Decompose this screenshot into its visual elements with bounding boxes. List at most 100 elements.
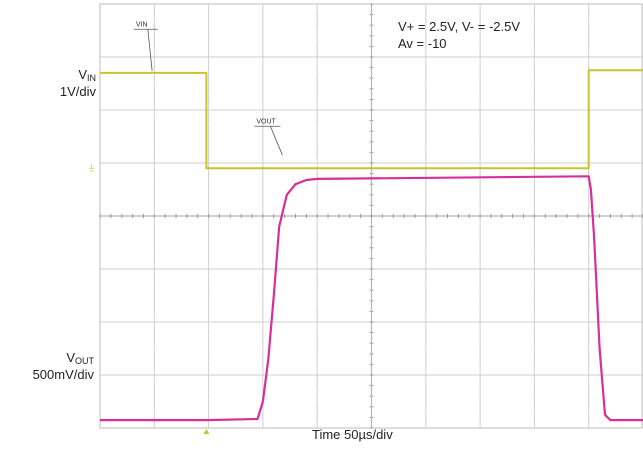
grid-dot — [534, 88, 535, 89]
grid-dot — [317, 173, 318, 174]
grid-dot — [588, 258, 589, 259]
grid-dot — [262, 385, 263, 386]
grid-dot — [588, 364, 589, 365]
grid-dot — [425, 247, 426, 248]
grid-dot — [208, 300, 209, 301]
grid-dot — [480, 332, 481, 333]
grid-dot — [534, 152, 535, 153]
grid-dot — [208, 353, 209, 354]
grid-dot — [588, 353, 589, 354]
grid-dot — [425, 205, 426, 206]
grid-dot — [480, 237, 481, 238]
grid-dot — [208, 311, 209, 312]
grid-dot — [262, 194, 263, 195]
grid-dot — [208, 14, 209, 15]
grid-dot — [480, 67, 481, 68]
vout-scale-label: 500mV/div — [33, 367, 94, 383]
grid-dot — [480, 300, 481, 301]
grid-dot — [480, 14, 481, 15]
grid-dot — [371, 247, 372, 248]
grid-dot — [480, 78, 481, 79]
vin-scale-label: 1V/div — [60, 84, 96, 100]
grid-dot — [425, 300, 426, 301]
grid-dot — [208, 46, 209, 47]
grid-dot — [208, 25, 209, 26]
grid-dot — [154, 205, 155, 206]
grid-dot — [154, 184, 155, 185]
grid-dot — [371, 141, 372, 142]
grid-dot — [534, 237, 535, 238]
grid-dot — [262, 311, 263, 312]
grid-dot — [262, 67, 263, 68]
grid-dot — [480, 290, 481, 291]
grid-dot — [262, 353, 263, 354]
grid-dot — [262, 290, 263, 291]
grid-dot — [534, 226, 535, 227]
grid-dot — [154, 141, 155, 142]
grid-dot — [154, 385, 155, 386]
grid-dot — [317, 205, 318, 206]
grid-dot — [425, 184, 426, 185]
grid-dot — [534, 25, 535, 26]
grid-dot — [425, 258, 426, 259]
grid-dot — [208, 417, 209, 418]
grid-dot — [317, 396, 318, 397]
vout-label-main: V — [66, 350, 75, 365]
grid-dot — [208, 131, 209, 132]
grid-dot — [154, 25, 155, 26]
grid-dot — [317, 99, 318, 100]
grid-dot — [371, 99, 372, 100]
grid-dot — [588, 205, 589, 206]
grid-dot — [371, 46, 372, 47]
grid-dot — [425, 173, 426, 174]
grid-dot — [588, 406, 589, 407]
grid-dot — [262, 173, 263, 174]
grid-dot — [534, 131, 535, 132]
grid-dot — [534, 406, 535, 407]
grid-dot — [534, 205, 535, 206]
grid-dot — [534, 343, 535, 344]
grid-dot — [317, 67, 318, 68]
grid-dot — [154, 258, 155, 259]
grid-dot — [208, 184, 209, 185]
grid-dot — [371, 332, 372, 333]
grid-dot — [262, 152, 263, 153]
grid-dot — [317, 417, 318, 418]
grid-dot — [154, 353, 155, 354]
grid-dot — [480, 226, 481, 227]
grid-dot — [534, 300, 535, 301]
grid-dot — [262, 247, 263, 248]
grid-dot — [588, 279, 589, 280]
grid-dot — [317, 406, 318, 407]
grid-dot — [154, 35, 155, 36]
grid-dot — [262, 237, 263, 238]
grid-dot — [154, 194, 155, 195]
grid-dot — [262, 99, 263, 100]
grid-dot — [588, 194, 589, 195]
grid-dot — [371, 88, 372, 89]
grid-dot — [154, 14, 155, 15]
grid-dot — [425, 311, 426, 312]
grid-dot — [371, 173, 372, 174]
grid-dot — [371, 67, 372, 68]
grid-dot — [317, 364, 318, 365]
grid-dot — [534, 173, 535, 174]
grid-dot — [371, 14, 372, 15]
grid-dot — [208, 332, 209, 333]
grid-dot — [425, 78, 426, 79]
grid-dot — [262, 205, 263, 206]
grid-dot — [208, 78, 209, 79]
grid-dot — [371, 364, 372, 365]
grid-dot — [534, 67, 535, 68]
grid-dot — [317, 141, 318, 142]
grid-dot — [208, 99, 209, 100]
grid-dot — [588, 332, 589, 333]
grid-dot — [154, 152, 155, 153]
grid-dot — [534, 279, 535, 280]
grid-dot — [262, 88, 263, 89]
grid-dot — [371, 205, 372, 206]
vin-annotation-leader — [148, 29, 152, 71]
grid-dot — [154, 279, 155, 280]
grid-dot — [371, 290, 372, 291]
grid-dot — [480, 417, 481, 418]
